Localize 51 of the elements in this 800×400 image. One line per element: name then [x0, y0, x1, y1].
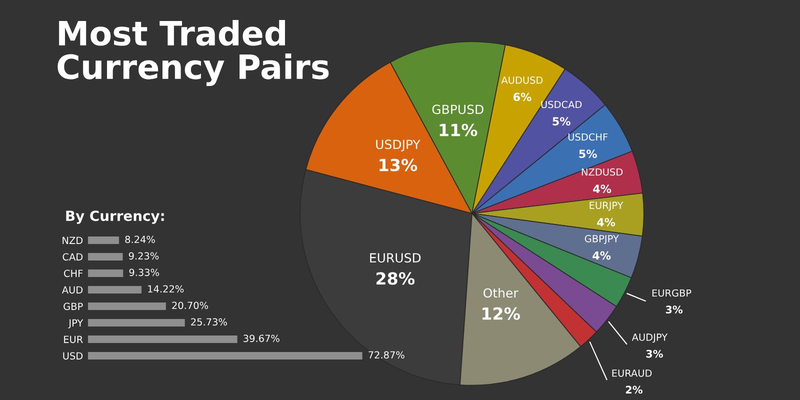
- data-label: 6%: [513, 92, 532, 102]
- bar: [88, 302, 166, 310]
- slice-label: EURUSD: [370, 253, 421, 263]
- data-label: 20.70%: [172, 302, 208, 310]
- data-label: 4%: [597, 218, 616, 226]
- slice-label: GBPUSD: [432, 104, 484, 114]
- slice-label: GBPJPY: [584, 234, 619, 244]
- chart-title: Most Traded Currency Pairs: [58, 20, 329, 86]
- slice-label: EURGBP: [652, 289, 692, 297]
- data-label: 28%: [376, 272, 415, 285]
- data-label: 4%: [593, 184, 612, 194]
- slice-label: USDCHF: [568, 133, 608, 141]
- y-tick-label: NZD: [62, 236, 83, 244]
- y-tick-label: CHF: [64, 270, 83, 278]
- data-label: 72.87%: [368, 351, 404, 359]
- slice-label: EURAUD: [612, 370, 652, 377]
- bar: [88, 236, 120, 244]
- data-label: 9.23%: [128, 252, 159, 260]
- data-label: 9.33%: [129, 268, 160, 276]
- y-tick-label: JPY: [68, 319, 84, 328]
- data-label: 39.67%: [244, 334, 280, 342]
- slice-label: USDJPY: [376, 140, 420, 152]
- bar: [88, 253, 123, 260]
- y-tick-label: EUR: [64, 336, 83, 344]
- y-tick-label: CAD: [62, 253, 83, 261]
- chart-title: By Currency:: [66, 210, 164, 224]
- data-label: 5%: [579, 150, 597, 158]
- data-label: 3%: [666, 306, 683, 314]
- slice-label: Other: [484, 288, 518, 298]
- bar: [88, 270, 124, 277]
- slice-label: AUDJPY: [632, 334, 668, 343]
- data-label: 8.24%: [125, 236, 155, 244]
- data-label: 13%: [380, 158, 418, 172]
- slice-label: EURJPY: [590, 202, 624, 211]
- data-label: 14.22%: [148, 285, 184, 293]
- data-label: 11%: [440, 124, 478, 136]
- slice-label: NZDUSD: [582, 168, 623, 176]
- data-label: 12%: [482, 307, 520, 320]
- bar: [88, 286, 142, 294]
- bar: [88, 319, 185, 326]
- bar: [88, 352, 362, 360]
- data-label: 25.73%: [191, 318, 227, 326]
- slice-label: AUDUSD: [501, 76, 543, 84]
- bar: [88, 336, 238, 343]
- data-label: 5%: [552, 117, 570, 126]
- y-tick-label: GBP: [64, 302, 83, 310]
- data-label: 4%: [592, 251, 611, 260]
- data-label: 3%: [646, 350, 663, 358]
- y-tick-label: AUD: [62, 286, 83, 294]
- data-label: 2%: [626, 386, 642, 394]
- y-tick-label: USD: [63, 352, 83, 360]
